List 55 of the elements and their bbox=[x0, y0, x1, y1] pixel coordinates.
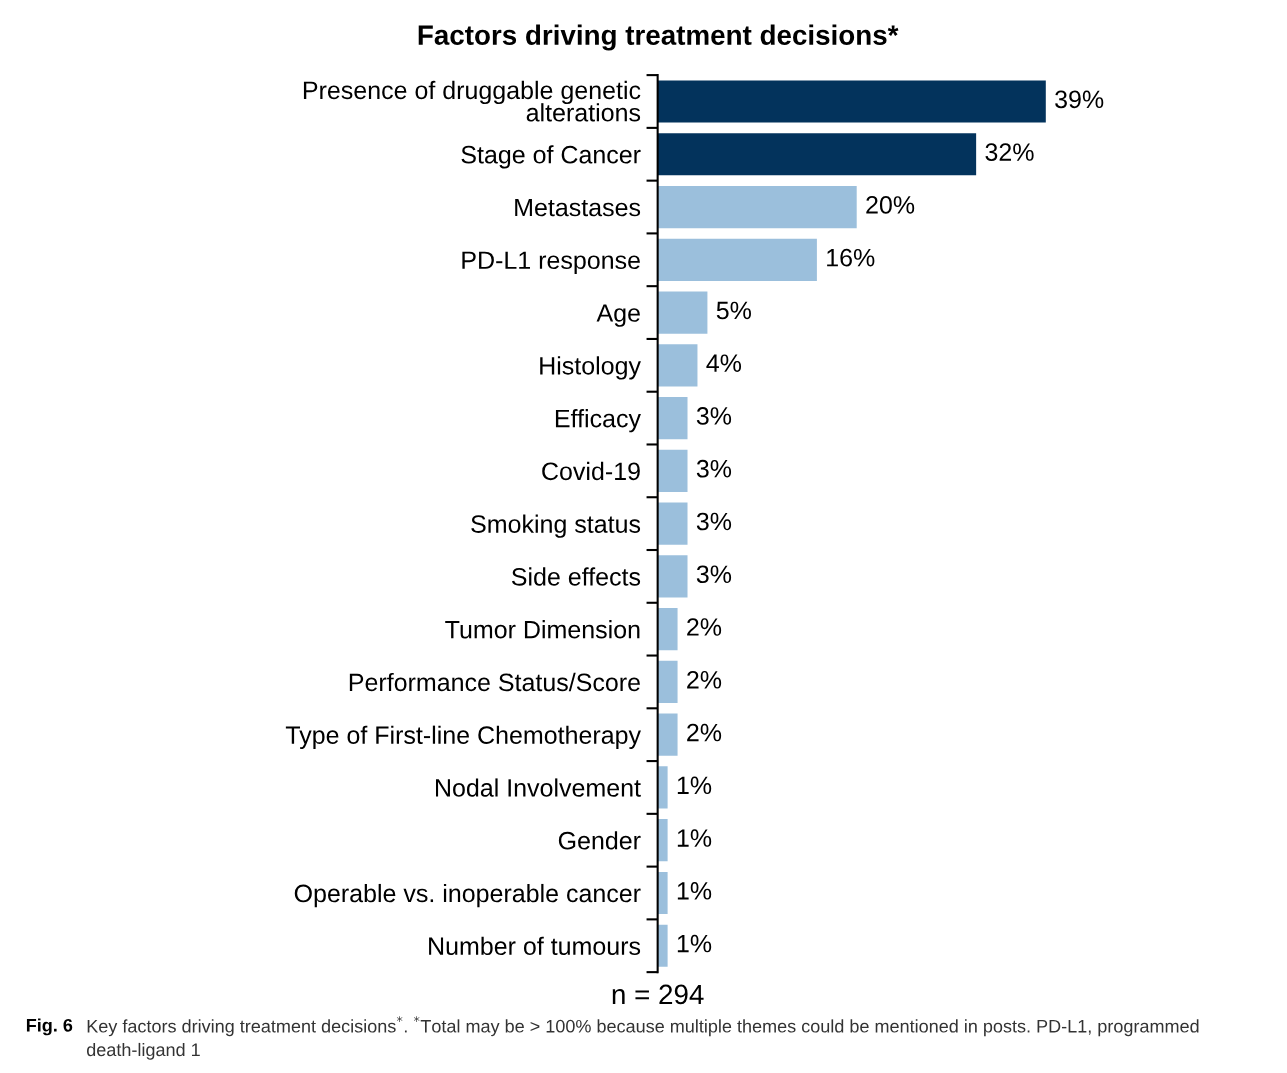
data-label: 2% bbox=[687, 670, 722, 689]
bar bbox=[657, 555, 688, 598]
data-label: 1% bbox=[677, 934, 712, 953]
data-label: 3% bbox=[696, 565, 732, 584]
bar bbox=[657, 238, 817, 281]
bar bbox=[657, 608, 678, 651]
data-label: 20% bbox=[866, 196, 915, 214]
y-tick-label: Performance Status/Score bbox=[349, 672, 640, 692]
y-tick-label: Side effects bbox=[511, 567, 641, 586]
bar bbox=[657, 924, 668, 967]
data-label: 16% bbox=[827, 248, 875, 267]
y-tick-label: Metastases bbox=[515, 198, 641, 217]
bar bbox=[657, 344, 698, 387]
data-label: 3% bbox=[696, 512, 732, 531]
text: n = 294 bbox=[612, 984, 704, 1005]
y-tick-label: Covid-19 bbox=[542, 461, 640, 481]
y-tick-label: Age bbox=[596, 304, 640, 327]
data-label: 1% bbox=[677, 882, 712, 900]
bar bbox=[657, 291, 708, 334]
data-label: 5% bbox=[716, 301, 751, 320]
y-tick-label: Efficacy bbox=[555, 409, 641, 433]
data-label: 1% bbox=[677, 776, 712, 795]
y-tick-label: Stage of Cancer bbox=[461, 145, 641, 169]
bar bbox=[657, 871, 668, 915]
y-tick-label: Nodal Involvement bbox=[436, 778, 641, 797]
y-tick-label: Smoking status bbox=[471, 514, 641, 538]
data-label: 2% bbox=[687, 618, 722, 636]
y-tick-label: Histology bbox=[540, 356, 641, 380]
data-label: 1% bbox=[677, 829, 712, 847]
bar bbox=[657, 713, 678, 756]
y-tick-label: PD-L1 response bbox=[462, 251, 640, 275]
bar bbox=[657, 133, 977, 176]
bar bbox=[657, 185, 857, 229]
chart-title: Factors driving treatment decisions* bbox=[418, 24, 899, 51]
data-label: 32% bbox=[985, 143, 1034, 161]
y-tick-label: Presence of druggable genetic alterations bbox=[303, 80, 641, 122]
bar bbox=[657, 660, 678, 704]
bar bbox=[657, 766, 668, 809]
text: Key factors driving treatment decisions$^{*}$. $^{*}$Total may be > 100% because multiple themes could be mentioned in posts. PD-L1, programmed death-ligand 1 bbox=[86, 1016, 1199, 1060]
data-label: 3% bbox=[696, 459, 732, 478]
bar bbox=[657, 396, 688, 440]
y-tick-label: Number of tumours bbox=[429, 936, 641, 956]
bar bbox=[657, 80, 1046, 123]
data-label: 4% bbox=[706, 354, 742, 372]
bar bbox=[657, 819, 668, 862]
bar bbox=[657, 449, 688, 492]
y-tick-label: Operable vs. inoperable cancer bbox=[294, 883, 641, 908]
y-tick-label: Tumor Dimension bbox=[445, 620, 640, 639]
data-label: 2% bbox=[687, 723, 722, 742]
y-tick-label: Gender bbox=[558, 831, 641, 850]
data-label: 39% bbox=[1055, 90, 1104, 109]
y-tick-label: Type of First-line Chemotherapy bbox=[285, 725, 641, 749]
bar bbox=[657, 502, 688, 545]
data-label: 3% bbox=[696, 407, 732, 425]
caption: Fig. 6 bbox=[26, 1018, 73, 1036]
